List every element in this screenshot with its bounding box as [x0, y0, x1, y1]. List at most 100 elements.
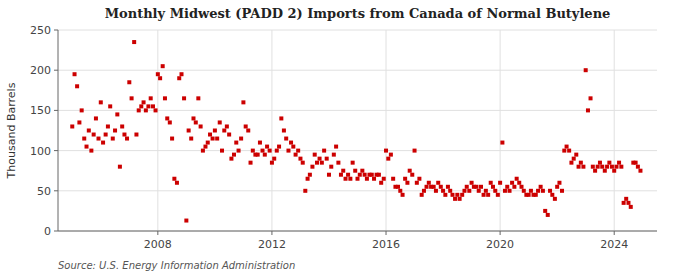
point [222, 129, 226, 133]
point [194, 120, 198, 124]
point [87, 129, 91, 133]
point [303, 189, 307, 193]
point [220, 149, 224, 153]
point [151, 104, 155, 108]
point [600, 165, 604, 169]
point [584, 68, 588, 72]
y-grid-line [58, 30, 657, 31]
point [553, 197, 557, 201]
point [158, 76, 162, 80]
point [541, 189, 545, 193]
point [334, 145, 338, 149]
point [218, 120, 222, 124]
point [213, 129, 217, 133]
point [249, 161, 253, 165]
point [405, 181, 409, 185]
point [125, 137, 129, 141]
point [543, 209, 547, 213]
point [636, 165, 640, 169]
point [237, 149, 241, 153]
point [137, 108, 141, 112]
point [261, 149, 265, 153]
point [396, 185, 400, 189]
point [356, 177, 360, 181]
point [165, 116, 169, 120]
point [560, 189, 564, 193]
point [446, 185, 450, 189]
point [94, 116, 98, 120]
point [391, 177, 395, 181]
point [539, 185, 543, 189]
point [327, 173, 331, 177]
point [626, 201, 630, 205]
point [263, 153, 267, 157]
point [346, 173, 350, 177]
point [344, 177, 348, 181]
point [351, 161, 355, 165]
point [425, 185, 429, 189]
point [203, 145, 207, 149]
x-grid-line [157, 30, 158, 231]
point [517, 181, 521, 185]
point [443, 193, 447, 197]
chart: Monthly Midwest (PADD 2) Imports from Ca… [0, 0, 675, 275]
point [470, 181, 474, 185]
point [408, 169, 412, 173]
point [596, 165, 600, 169]
y-tick-label: 100 [30, 145, 51, 158]
point [462, 189, 466, 193]
y-axis-label: Thousand Barrels [5, 82, 18, 179]
point [108, 104, 112, 108]
y-tick-label: 200 [30, 64, 51, 77]
point [491, 185, 495, 189]
point [363, 173, 367, 177]
x-tick-label: 2012 [258, 238, 286, 251]
point [420, 193, 424, 197]
point [619, 165, 623, 169]
point [622, 201, 626, 205]
x-tick [614, 231, 615, 235]
point [191, 116, 195, 120]
point [244, 124, 248, 128]
y-tick [54, 190, 58, 191]
point [415, 181, 419, 185]
point [474, 185, 478, 189]
point [534, 193, 538, 197]
point [199, 124, 203, 128]
point [120, 124, 124, 128]
point [484, 189, 488, 193]
point [113, 129, 117, 133]
point [310, 165, 314, 169]
point [172, 177, 176, 181]
point [432, 185, 436, 189]
point [458, 197, 462, 201]
point [413, 149, 417, 153]
point [579, 161, 583, 165]
point [211, 137, 215, 141]
point [229, 157, 233, 161]
point [306, 177, 310, 181]
point [372, 177, 376, 181]
point [241, 100, 245, 104]
point [377, 173, 381, 177]
point [605, 165, 609, 169]
point [496, 193, 500, 197]
point [275, 149, 279, 153]
point [258, 141, 262, 145]
point [97, 137, 101, 141]
point [450, 193, 454, 197]
point [146, 104, 150, 108]
point [591, 165, 595, 169]
point [99, 100, 103, 104]
point [175, 181, 179, 185]
x-grid-line [500, 30, 501, 231]
point [634, 161, 638, 165]
point [441, 189, 445, 193]
point [386, 157, 390, 161]
y-grid-line [58, 190, 657, 191]
point [134, 133, 138, 137]
point [170, 137, 174, 141]
point [603, 169, 607, 173]
point [581, 165, 585, 169]
point [182, 96, 186, 100]
